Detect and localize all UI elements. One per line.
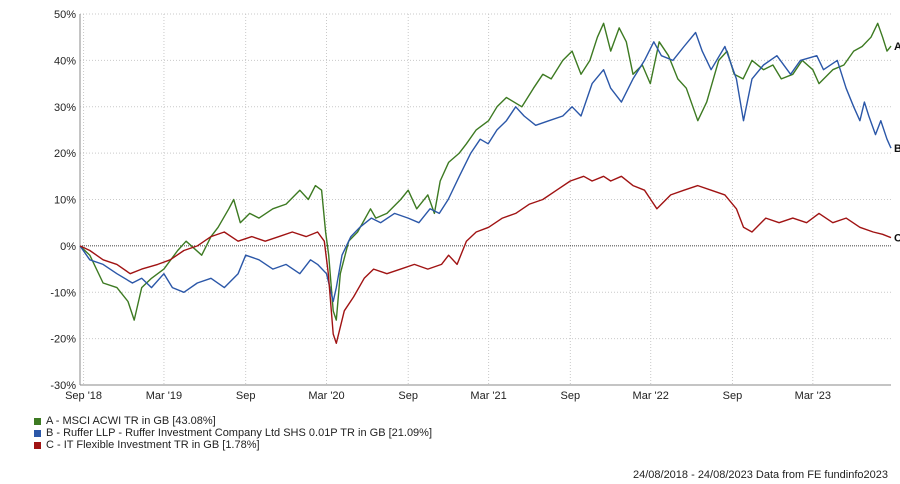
x-tick-label: Sep (723, 390, 743, 402)
x-tick-label: Mar '22 (633, 390, 669, 402)
y-tick-label: 40% (54, 55, 76, 67)
y-tick-label: 20% (54, 148, 76, 160)
y-tick-label: 0% (60, 241, 76, 253)
x-tick-label: Mar '20 (308, 390, 344, 402)
footer-note: 24/08/2018 - 24/08/2023 Data from FE fun… (632, 469, 888, 481)
legend-label: C - IT Flexible Investment TR in GB [1.7… (46, 439, 260, 451)
x-tick-label: Mar '19 (146, 390, 182, 402)
legend-swatch (34, 441, 41, 449)
y-tick-label: 30% (54, 102, 76, 114)
series-end-label-b: B (894, 143, 900, 155)
y-tick-label: -20% (50, 334, 76, 346)
series-line-a (79, 22, 892, 321)
x-tick-label: Sep (561, 390, 581, 402)
series-line-c (79, 175, 892, 344)
y-tick-label: 10% (54, 195, 76, 207)
x-tick-label: Mar '23 (795, 390, 831, 402)
legend-swatch (34, 417, 41, 425)
y-tick-label: -10% (50, 287, 76, 299)
legend-item-b: B - Ruffer LLP - Ruffer Investment Compa… (34, 427, 432, 439)
x-tick-label: Sep (398, 390, 418, 402)
x-tick-label: Sep (236, 390, 256, 402)
series-end-label-a: A (894, 41, 900, 53)
legend-item-c: C - IT Flexible Investment TR in GB [1.7… (34, 439, 432, 451)
series-line-b (79, 31, 892, 303)
legend-label: A - MSCI ACWI TR in GB [43.08%] (46, 415, 216, 427)
legend-item-a: A - MSCI ACWI TR in GB [43.08%] (34, 415, 432, 427)
legend-label: B - Ruffer LLP - Ruffer Investment Compa… (46, 427, 433, 439)
y-tick-label: -30% (50, 380, 76, 392)
y-tick-label: 50% (54, 9, 76, 21)
x-tick-label: Sep '18 (65, 390, 102, 402)
x-tick-label: Mar '21 (470, 390, 506, 402)
legend: A - MSCI ACWI TR in GB [43.08%] B - Ruffe… (34, 415, 432, 451)
legend-swatch (34, 429, 41, 437)
series-end-label-c: C (894, 233, 900, 245)
